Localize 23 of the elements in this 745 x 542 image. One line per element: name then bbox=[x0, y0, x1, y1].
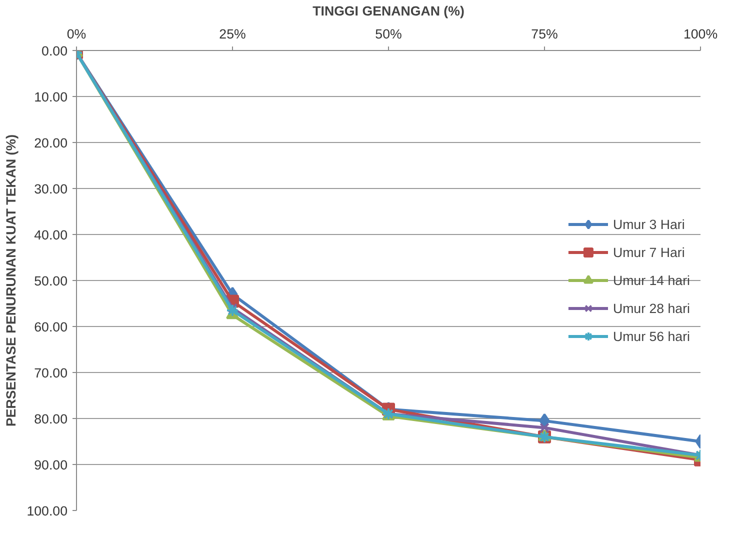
legend-label: Umur 56 hari bbox=[612, 328, 690, 344]
x-tick-label: 25% bbox=[219, 26, 246, 42]
y-tick-label: 70.00 bbox=[34, 366, 68, 380]
x-tick-label: 50% bbox=[375, 26, 402, 42]
y-tick-label: 40.00 bbox=[34, 228, 68, 242]
legend-label: Umur 28 hari bbox=[612, 300, 690, 316]
x-tick-label: 0% bbox=[66, 26, 86, 42]
y-tick-label: 0.00 bbox=[42, 44, 68, 58]
y-tick-label: 10.00 bbox=[34, 90, 68, 104]
y-tick-label: 30.00 bbox=[34, 182, 68, 196]
x-tick-label: 75% bbox=[531, 26, 558, 42]
x-axis-title: TINGGI GENANGAN (%) bbox=[312, 4, 464, 18]
y-tick-label: 90.00 bbox=[34, 458, 68, 472]
y-tick-label: 20.00 bbox=[34, 136, 68, 150]
y-tick-label: 80.00 bbox=[34, 412, 68, 426]
y-tick-label: 50.00 bbox=[34, 274, 68, 288]
y-axis-title: PERSENTASE PENURUNAN KUAT TEKAN (%) bbox=[4, 134, 19, 426]
y-tick-label: 60.00 bbox=[34, 320, 68, 334]
legend-label: Umur 7 Hari bbox=[612, 244, 685, 260]
legend-label: Umur 3 Hari bbox=[612, 216, 685, 232]
y-tick-label: 100.00 bbox=[26, 504, 68, 518]
legend-label: Umur 14 hari bbox=[612, 272, 690, 288]
x-tick-label: 100% bbox=[683, 26, 718, 42]
